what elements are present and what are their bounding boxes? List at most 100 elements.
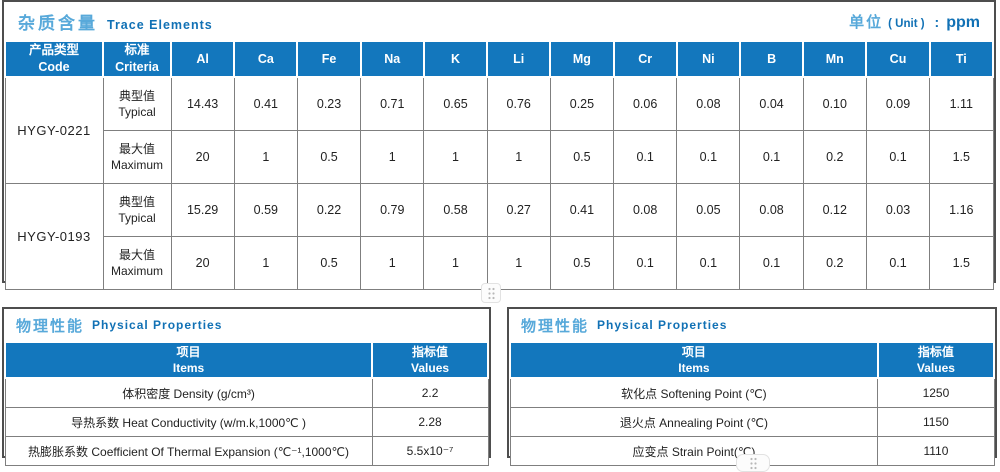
trace-value-cell: 0.71 bbox=[360, 76, 425, 131]
property-value-cell: 1150 bbox=[877, 407, 995, 437]
criteria-en: Maximum bbox=[110, 158, 163, 172]
code-column-header-zh: 产品类型 bbox=[28, 43, 79, 58]
trace-value-cell: 0.1 bbox=[613, 236, 678, 290]
trace-value-cell: 0.5 bbox=[549, 236, 615, 290]
trace-value-cell: 0.22 bbox=[296, 183, 362, 237]
values-header-zh: 指标值 bbox=[412, 344, 449, 359]
trace-value-cell: 1 bbox=[423, 130, 488, 184]
physical-right-title-zh: 物理性能 bbox=[521, 317, 590, 335]
physical-property-row: 软化点 Softening Point (℃) 1250 bbox=[509, 377, 995, 408]
trace-value-cell: 0.5 bbox=[549, 130, 615, 184]
criteria-en: Typical bbox=[118, 105, 156, 119]
property-value-cell: 1110 bbox=[877, 436, 995, 466]
trace-elements-table: 产品类型 Code 标准 Criteria Al Ca Fe Na K Li Mg Cr Ni B… bbox=[4, 40, 995, 290]
unit-label-zh: 单位 bbox=[849, 13, 884, 31]
trace-value-cell: 0.08 bbox=[739, 183, 804, 237]
trace-value-cell: 0.2 bbox=[802, 130, 867, 184]
trace-row: 最大值 Maximum 20 1 0.5 1 1 1 0.5 0.1 0.1 0.1 0.2 0.1 1.5 bbox=[5, 236, 994, 290]
trace-value-cell: 0.1 bbox=[739, 130, 804, 184]
trace-value-cell: 0.41 bbox=[233, 76, 298, 131]
trace-value-cell: 14.43 bbox=[170, 76, 235, 131]
trace-value-cell: 0.08 bbox=[676, 76, 741, 131]
trace-value-cell: 0.06 bbox=[613, 76, 678, 131]
values-column-header: 指标值 Values bbox=[876, 341, 996, 379]
unit-colon: : bbox=[934, 13, 940, 30]
trace-row: HYGY-0193 典型值 Typical 15.29 0.59 0.22 0.79 0.58… bbox=[4, 183, 994, 290]
trace-value-cell: 0.09 bbox=[865, 76, 931, 131]
criteria-zh: 典型值 bbox=[118, 88, 155, 103]
trace-value-cell: 20 bbox=[170, 236, 235, 290]
code-column-header: 产品类型 Code bbox=[4, 40, 104, 78]
property-value-cell: 2.2 bbox=[371, 377, 489, 408]
trace-value-cell: 0.1 bbox=[613, 130, 678, 184]
property-item-cell: 软化点 Softening Point (℃) bbox=[509, 377, 879, 408]
property-item-cell: 应变点 Strain Point(℃) bbox=[509, 436, 879, 466]
trace-value-cell: 0.76 bbox=[486, 76, 551, 131]
trace-row: HYGY-0221 典型值 Typical 14.43 0.41 0.23 0.71 0.65… bbox=[4, 76, 994, 184]
criteria-zh: 典型值 bbox=[118, 194, 155, 209]
physical-left-title-en: Physical Properties bbox=[92, 318, 223, 332]
trace-value-cell: 1 bbox=[233, 236, 298, 290]
trace-elements-section: 杂质含量 Trace Elements 单位 ( Unit ) : ppm 产品… bbox=[2, 0, 996, 290]
unit-label-en: ( Unit ) bbox=[888, 17, 925, 30]
trace-value-cell: 0.79 bbox=[360, 183, 425, 237]
section-drag-handle[interactable] bbox=[481, 283, 501, 303]
section-drag-handle-bottom[interactable] bbox=[736, 454, 770, 472]
physical-left-table: 项目 Items 指标值 Values 体积密度 Density (g/cm³)… bbox=[3, 341, 489, 466]
physical-left-header-row: 项目 Items 指标值 Values bbox=[3, 341, 489, 379]
physical-property-row: 热膨胀系数 Coefficient Of Thermal Expansion (… bbox=[4, 436, 489, 466]
property-value-cell: 2.28 bbox=[371, 407, 489, 437]
drag-handle-icon bbox=[749, 457, 757, 469]
items-header-zh: 项目 bbox=[681, 344, 706, 359]
physical-right-table: 项目 Items 指标值 Values 软化点 Softening Point … bbox=[509, 341, 996, 466]
trace-value-cell: 1 bbox=[486, 130, 551, 184]
criteria-zh: 最大值 bbox=[118, 141, 155, 156]
trace-value-cell: 20 bbox=[170, 130, 235, 184]
values-column-header: 指标值 Values bbox=[371, 341, 489, 379]
element-column-header-na: Na bbox=[359, 40, 425, 78]
physical-property-row: 退火点 Annealing Point (℃) 1150 bbox=[509, 407, 995, 437]
physical-properties-left-section: 物理性能 Physical Properties 项目 Items 指标值 Va… bbox=[2, 307, 491, 466]
values-header-zh: 指标值 bbox=[917, 344, 954, 359]
trace-value-cell: 0.25 bbox=[549, 76, 615, 131]
product-code-cell: HYGY-0193 bbox=[4, 183, 104, 290]
trace-value-cell: 0.1 bbox=[676, 236, 741, 290]
criteria-cell: 典型值 Typical bbox=[102, 183, 172, 237]
trace-value-cell: 1.11 bbox=[929, 76, 994, 131]
physical-right-title-bar: 物理性能 Physical Properties bbox=[509, 309, 995, 341]
product-code-cell: HYGY-0221 bbox=[4, 76, 104, 184]
trace-value-cell: 0.5 bbox=[296, 236, 362, 290]
items-header-en: Items bbox=[678, 361, 710, 375]
trace-table-header-row: 产品类型 Code 标准 Criteria Al Ca Fe Na K Li Mg Cr Ni B… bbox=[4, 40, 995, 78]
trace-value-cell: 0.27 bbox=[486, 183, 551, 237]
items-column-header: 项目 Items bbox=[3, 341, 374, 379]
trace-value-cell: 0.59 bbox=[233, 183, 298, 237]
trace-value-cell: 1 bbox=[486, 236, 551, 290]
trace-value-cell: 0.1 bbox=[676, 130, 741, 184]
items-header-en: Items bbox=[172, 361, 205, 375]
code-column-header-en: Code bbox=[38, 60, 70, 74]
criteria-en: Maximum bbox=[110, 264, 163, 278]
property-item-cell: 体积密度 Density (g/cm³) bbox=[4, 377, 373, 408]
unit-value: ppm bbox=[946, 13, 980, 31]
element-column-header-k: K bbox=[422, 40, 489, 78]
criteria-en: Typical bbox=[118, 211, 156, 225]
trace-value-cell: 1.5 bbox=[929, 236, 994, 290]
section-title: 杂质含量 Trace Elements bbox=[18, 9, 213, 34]
criteria-column-header-zh: 标准 bbox=[124, 43, 150, 58]
criteria-cell: 最大值 Maximum bbox=[102, 236, 172, 290]
section-title-zh: 杂质含量 bbox=[18, 13, 98, 33]
trace-value-cell: 0.41 bbox=[549, 183, 615, 237]
criteria-column-header-en: Criteria bbox=[115, 60, 159, 74]
criteria-zh: 最大值 bbox=[118, 247, 155, 262]
element-column-header-b: B bbox=[738, 40, 805, 78]
property-value-cell: 5.5x10⁻⁷ bbox=[371, 436, 489, 466]
trace-value-cell: 0.1 bbox=[865, 236, 931, 290]
criteria-cell: 典型值 Typical bbox=[102, 76, 172, 131]
trace-value-cell: 1 bbox=[360, 236, 425, 290]
trace-value-cell: 0.12 bbox=[802, 183, 867, 237]
trace-value-cell: 0.58 bbox=[423, 183, 488, 237]
element-column-header-mn: Mn bbox=[802, 40, 868, 78]
element-column-header-mg: Mg bbox=[549, 40, 615, 78]
trace-value-cell: 0.1 bbox=[739, 236, 804, 290]
